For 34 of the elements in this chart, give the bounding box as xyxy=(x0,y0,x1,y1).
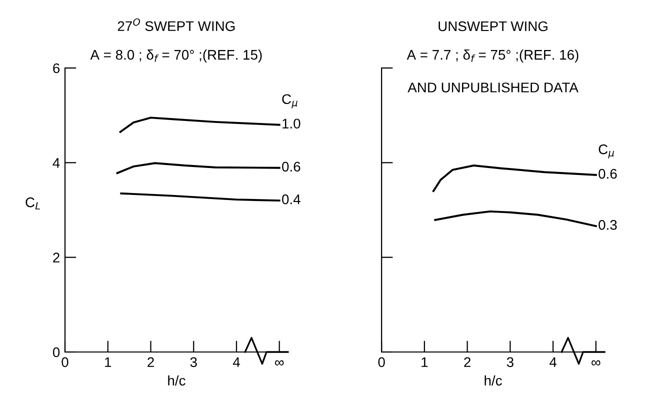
y-tick-label: 4 xyxy=(52,158,60,168)
legend-title: C$_{μ}$ xyxy=(598,144,614,158)
series-label: 1.0 xyxy=(282,118,300,129)
x-tick-label: 1 xyxy=(422,357,428,367)
chart-subtitle: A = 8.0 ; δ$_{f}$ = 70° ;(REF. 15) xyxy=(90,50,262,62)
series-label: 0.3 xyxy=(598,220,617,230)
y-tick-label: 6 xyxy=(53,63,60,74)
x-tick-label: 4 xyxy=(550,357,557,367)
x-tick-label: 1 xyxy=(105,357,112,367)
y-tick-label: 2 xyxy=(53,252,60,262)
x-axis-title: h/c xyxy=(168,375,186,386)
x-tick-label: 0 xyxy=(378,357,385,368)
annotation: AND UNPUBLISHED DATA xyxy=(408,82,578,92)
x-tick-label: 2 xyxy=(148,357,154,367)
x-tick-label: 0 xyxy=(62,357,68,368)
series-label: 0.6 xyxy=(282,162,300,172)
x-tick-label: 3 xyxy=(506,357,514,368)
y-axis-title: C$_{L}$ xyxy=(26,197,40,210)
chart-title: 27$^{O}$ SWEPT WING xyxy=(118,18,235,32)
x-tick-label: 3 xyxy=(190,357,197,368)
y-tick-label: 0 xyxy=(52,347,60,358)
legend-title: C$_{μ}$ xyxy=(282,94,298,108)
series-label: 0.4 xyxy=(282,194,300,204)
series-label: 0.6 xyxy=(598,168,617,179)
x-tick-label: ∞ xyxy=(275,360,284,366)
chart-subtitle: A = 7.7 ; δ$_{f}$ = 75° ;(REF. 16) xyxy=(406,50,578,62)
x-axis-title: h/c xyxy=(484,375,502,386)
x-tick-label: ∞ xyxy=(592,360,600,366)
line-series xyxy=(116,162,280,174)
chart-title: UNSWEPT WING xyxy=(438,21,548,32)
x-tick-label: 4 xyxy=(232,357,240,367)
line-series xyxy=(119,116,280,133)
x-tick-label: 2 xyxy=(464,357,470,367)
line-series xyxy=(120,192,280,202)
